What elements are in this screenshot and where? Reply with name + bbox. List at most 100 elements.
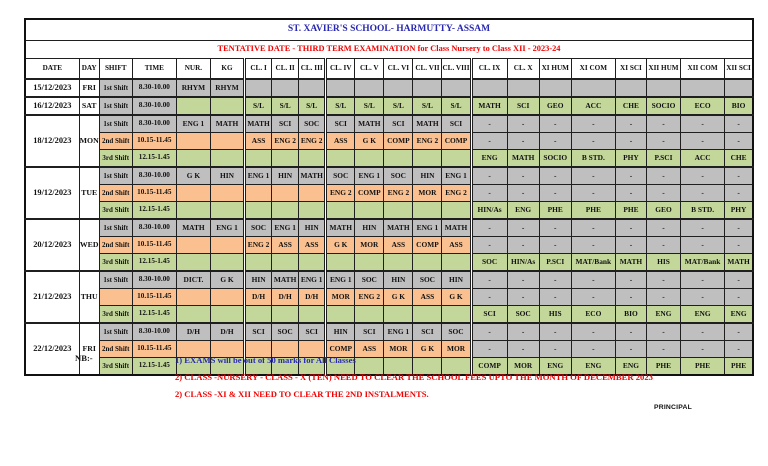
date-cell: 22/12/2023 bbox=[24, 322, 80, 376]
subject-cell bbox=[441, 253, 472, 272]
shift-cell: 1st Shift bbox=[98, 166, 133, 185]
subject-cell bbox=[412, 305, 443, 324]
time-cell: 8.30-10.00 bbox=[131, 78, 177, 98]
subject-cell: ASS bbox=[298, 236, 327, 254]
subject-cell: - bbox=[724, 236, 754, 254]
subject-cell: HIN bbox=[383, 270, 414, 289]
subject-cell: - bbox=[680, 236, 726, 254]
subject-cell: MATH bbox=[271, 270, 300, 289]
time-cell: 8.30-10.00 bbox=[131, 218, 177, 237]
subject-cell: ENG 1 bbox=[441, 166, 472, 185]
subject-cell: ENG 2 bbox=[354, 288, 385, 306]
subject-cell: GEO bbox=[645, 201, 682, 220]
subject-cell: ENG bbox=[680, 305, 726, 324]
subject-cell: S/L bbox=[243, 96, 273, 116]
subject-cell: - bbox=[680, 114, 726, 133]
subject-cell: - bbox=[506, 236, 540, 254]
shift-cell: 1st Shift bbox=[98, 114, 133, 133]
shift-cell: 2nd Shift bbox=[98, 236, 133, 254]
subject-cell: CHE bbox=[614, 96, 647, 116]
subject-cell: SCI bbox=[412, 322, 443, 341]
subject-cell: G K bbox=[441, 288, 472, 306]
subject-cell bbox=[298, 305, 327, 324]
subject-cell: MAT/Bank bbox=[570, 253, 616, 272]
subject-cell bbox=[243, 149, 273, 168]
subject-cell: MATH bbox=[298, 166, 327, 185]
subject-cell bbox=[469, 78, 508, 98]
subject-cell: D/H bbox=[271, 288, 300, 306]
subject-cell bbox=[412, 78, 443, 98]
subject-cell: - bbox=[614, 166, 647, 185]
note-instalments: 2) CLASS -XI & XII NEED TO CLEAR THE 2ND… bbox=[175, 389, 429, 399]
subject-cell: HIN bbox=[354, 218, 385, 237]
subject-cell: - bbox=[645, 236, 682, 254]
subject-cell: - bbox=[538, 184, 572, 202]
subject-cell: B STD. bbox=[680, 201, 726, 220]
col-header-xi-sci: XI SCI bbox=[614, 58, 647, 80]
date-cell: 20/12/2023 bbox=[24, 218, 80, 272]
subject-cell: P.SCI bbox=[538, 253, 572, 272]
col-header-xii-hum: XII HUM bbox=[645, 58, 682, 80]
subject-cell: - bbox=[506, 114, 540, 133]
subject-cell: ENG bbox=[570, 357, 616, 376]
shift-cell: 2nd Shift bbox=[98, 184, 133, 202]
subject-cell bbox=[354, 305, 385, 324]
subject-cell bbox=[354, 78, 385, 98]
subject-cell: ENG 2 bbox=[412, 132, 443, 150]
subject-cell: COMP bbox=[412, 236, 443, 254]
subject-cell: - bbox=[724, 114, 754, 133]
subject-cell: ENG 1 bbox=[354, 166, 385, 185]
subject-cell: - bbox=[680, 288, 726, 306]
subject-cell: - bbox=[570, 270, 616, 289]
day-cell: THU bbox=[78, 270, 100, 324]
subject-cell: SOCIO bbox=[645, 96, 682, 116]
subject-cell bbox=[324, 201, 356, 220]
subject-cell bbox=[680, 78, 726, 98]
subject-cell: - bbox=[570, 218, 616, 237]
subject-cell bbox=[298, 253, 327, 272]
subject-cell: ENG 1 bbox=[271, 218, 300, 237]
time-cell: 8.30-10.00 bbox=[131, 166, 177, 185]
shift-cell: 2nd Shift bbox=[98, 340, 133, 358]
col-header-cl-x: CL. X bbox=[506, 58, 540, 80]
subject-cell bbox=[383, 78, 414, 98]
subject-cell: ENG 2 bbox=[383, 184, 414, 202]
subject-cell bbox=[441, 201, 472, 220]
col-header-cl-viii: CL. VIII bbox=[441, 58, 472, 80]
subject-cell bbox=[175, 201, 211, 220]
subject-cell bbox=[324, 253, 356, 272]
subject-cell: ENG 2 bbox=[298, 132, 327, 150]
subject-cell: HIN bbox=[441, 270, 472, 289]
subject-cell: ENG 2 bbox=[441, 184, 472, 202]
subject-cell: SOC bbox=[271, 322, 300, 341]
subject-cell: SOC bbox=[412, 270, 443, 289]
subject-cell bbox=[383, 201, 414, 220]
subject-cell bbox=[412, 149, 443, 168]
date-cell: 21/12/2023 bbox=[24, 270, 80, 324]
subject-cell bbox=[243, 201, 273, 220]
subject-cell bbox=[243, 340, 273, 358]
time-cell: 12.15-1.45 bbox=[131, 149, 177, 168]
subject-cell bbox=[271, 253, 300, 272]
subject-cell bbox=[209, 305, 246, 324]
subject-cell bbox=[175, 96, 211, 116]
subject-cell: ASS bbox=[412, 288, 443, 306]
subject-cell bbox=[175, 236, 211, 254]
subject-cell bbox=[209, 357, 246, 376]
subject-cell bbox=[354, 201, 385, 220]
subject-cell: - bbox=[724, 218, 754, 237]
subject-cell: ECO bbox=[680, 96, 726, 116]
subject-cell bbox=[271, 305, 300, 324]
subject-cell: COMP bbox=[441, 132, 472, 150]
subject-cell: - bbox=[570, 184, 616, 202]
subject-cell: G K bbox=[324, 236, 356, 254]
col-header-shift: SHIFT bbox=[98, 58, 133, 80]
subject-cell: ACC bbox=[570, 96, 616, 116]
col-header-date: DATE bbox=[24, 58, 80, 80]
subject-cell: - bbox=[614, 114, 647, 133]
subject-cell: - bbox=[469, 166, 508, 185]
subject-cell: - bbox=[506, 270, 540, 289]
subject-cell: COMP bbox=[354, 184, 385, 202]
subject-cell: SOC bbox=[469, 253, 508, 272]
subject-cell bbox=[298, 78, 327, 98]
